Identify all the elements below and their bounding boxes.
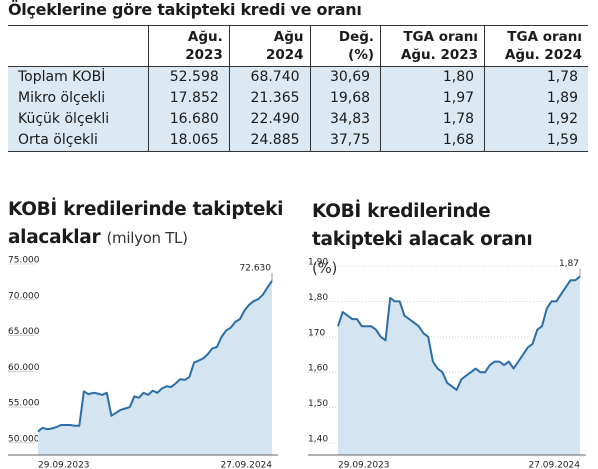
- table-cell: 34,83: [309, 109, 381, 130]
- y-tick-label: 50.000: [8, 434, 40, 444]
- header-text: 2024: [265, 47, 304, 63]
- header-cell: Ağu 2024: [228, 25, 311, 67]
- table-cell: 1,68: [380, 130, 485, 152]
- y-tick-label: 55.000: [8, 399, 40, 409]
- table-cell: Toplam KOBİ: [8, 66, 149, 88]
- y-tick-label: 1,90: [308, 258, 328, 268]
- y-tick-label: 1,40: [308, 434, 328, 444]
- header-row: Ağu. 2023 Ağu 2024 Değ. (%) TGA oranı Ağu. 2023…: [8, 25, 588, 67]
- header-cell: TGA oranı Ağu. 2023: [380, 25, 485, 67]
- value-label: 1,87: [559, 259, 579, 269]
- header-text: (%): [348, 47, 375, 63]
- y-tick-label: 70.000: [8, 291, 40, 301]
- chart-title: KOBİ kredilerinde takipteki alacaklar: [8, 199, 284, 248]
- table-cell: 1,78: [484, 66, 588, 88]
- table-cell: 22.490: [228, 109, 311, 130]
- y-tick-label: 60.000: [8, 363, 40, 373]
- table-cell: 16.680: [148, 109, 230, 130]
- table-cell: 18.065: [148, 130, 230, 152]
- header-text: 2023: [185, 47, 223, 63]
- x-tick-label: 27.09.2024: [528, 461, 580, 469]
- table-cell: Mikro ölçekli: [8, 88, 149, 109]
- data-table: Ağu. 2023 Ağu 2024 Değ. (%) TGA oranı Ağu. 2023…: [8, 25, 588, 152]
- header-cell: Değ. (%): [309, 25, 381, 67]
- table-body: Toplam KOBİ 52.598 68.740 30,69 1,80 1,78 Mikr…: [8, 66, 588, 152]
- table-cell: 19,68: [309, 88, 381, 109]
- table-cell: 68.740: [228, 66, 311, 88]
- table-row: Mikro ölçekli 17.852 21.365 19,68 1,97 1,89: [8, 88, 588, 109]
- x-tick-label: 29.09.2023: [38, 461, 90, 469]
- table-row: Toplam KOBİ 52.598 68.740 30,69 1,80 1,78: [8, 66, 588, 88]
- y-tick-label: 75.000: [8, 256, 40, 266]
- header-text: Ağu. 2023: [400, 47, 479, 63]
- header-text: TGA oranı: [507, 29, 582, 45]
- value-label: 72.630: [240, 263, 272, 273]
- table-cell: 52.598: [148, 66, 230, 88]
- header-text: Değ.: [338, 29, 375, 45]
- y-tick-label: 65.000: [8, 327, 40, 337]
- table-cell: 1,59: [484, 130, 588, 152]
- table-cell: 17.852: [148, 88, 230, 109]
- chart-title: KOBİ kredilerinde takipteki alacak oranı: [312, 201, 533, 250]
- header-text: Ağu. 2024: [504, 47, 582, 63]
- x-tick-label: 29.09.2023: [338, 461, 390, 469]
- table-cell: 37,75: [309, 130, 381, 152]
- y-tick-label: 1,60: [308, 364, 328, 374]
- table-cell: 1,97: [380, 88, 485, 109]
- table-cell: Orta ölçekli: [8, 130, 149, 152]
- header-text: Ağu: [273, 29, 304, 45]
- chart-title-box: KOBİ kredilerinde takipteki alacaklar (m…: [8, 196, 298, 252]
- table-cell: 1,80: [380, 66, 485, 88]
- header-cell: TGA oranı Ağu. 2024: [484, 25, 588, 67]
- table-cell: 1,89: [484, 88, 588, 109]
- table-cell: 24.885: [228, 130, 311, 152]
- x-tick-label: 27.09.2024: [220, 461, 272, 469]
- table-cell: Küçük ölçekli: [8, 109, 149, 130]
- table-cell: 1,92: [484, 109, 588, 130]
- line: [37, 280, 273, 433]
- area: [338, 276, 580, 455]
- table-cell: 1,78: [380, 109, 485, 130]
- header-text: Ağu.: [187, 29, 223, 45]
- table-cell: 30,69: [309, 66, 381, 88]
- chart-unit: (milyon TL): [106, 229, 188, 247]
- main-title: Ölçeklerine göre takipteki kredi ve oran…: [8, 0, 362, 19]
- area: [38, 281, 272, 455]
- chart-title-box: KOBİ kredilerinde takipteki alacak oranı…: [312, 198, 548, 282]
- line: [337, 275, 581, 391]
- header-text: TGA oranı: [403, 29, 479, 45]
- table-cell: 21.365: [228, 88, 311, 109]
- header-cell: Ağu. 2023: [148, 25, 230, 67]
- chart-unit: (%): [312, 259, 338, 277]
- y-tick-label: 1,80: [308, 293, 328, 303]
- y-tick-label: 1,50: [308, 399, 328, 409]
- table-row: Orta ölçekli 18.065 24.885 37,75 1,68 1,59: [8, 130, 588, 152]
- table-row: Küçük ölçekli 16.680 22.490 34,83 1,78 1,92: [8, 109, 588, 130]
- y-tick-label: 170: [308, 328, 325, 338]
